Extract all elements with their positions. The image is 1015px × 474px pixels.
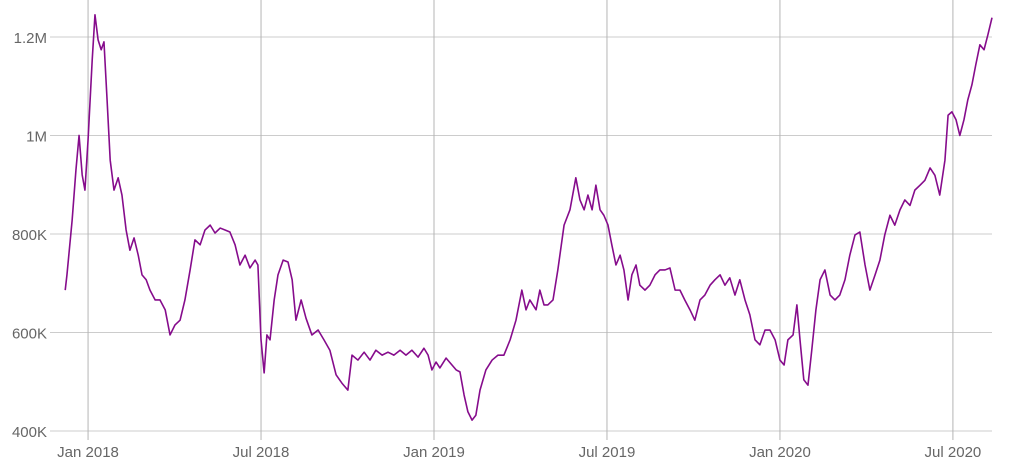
x-tick-label: Jan 2020 [749, 444, 811, 461]
x-tick-label: Jan 2018 [57, 444, 119, 461]
y-tick-label: 800K [12, 227, 47, 244]
y-tick-label: 1.2M [14, 30, 47, 47]
y-tick-label: 400K [12, 424, 47, 441]
x-tick-label: Jan 2019 [403, 444, 465, 461]
data-line [64, 13, 993, 421]
x-tick-label: Jul 2019 [579, 444, 636, 461]
y-tick-label: 1M [26, 128, 47, 145]
x-tick-label: Jul 2018 [233, 444, 290, 461]
y-tick-label: 600K [12, 325, 47, 342]
x-tick-label: Jul 2020 [925, 444, 982, 461]
